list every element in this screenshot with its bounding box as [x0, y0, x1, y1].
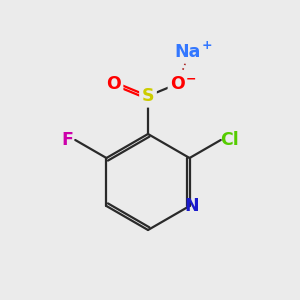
Text: Na: Na [174, 43, 201, 61]
Text: F: F [61, 131, 73, 149]
Text: Cl: Cl [220, 131, 239, 149]
Text: −: − [186, 72, 196, 85]
Text: S: S [142, 87, 154, 105]
Text: O: O [170, 75, 185, 93]
Text: N: N [184, 197, 199, 215]
Text: +: + [202, 39, 212, 52]
Text: O: O [106, 75, 121, 93]
